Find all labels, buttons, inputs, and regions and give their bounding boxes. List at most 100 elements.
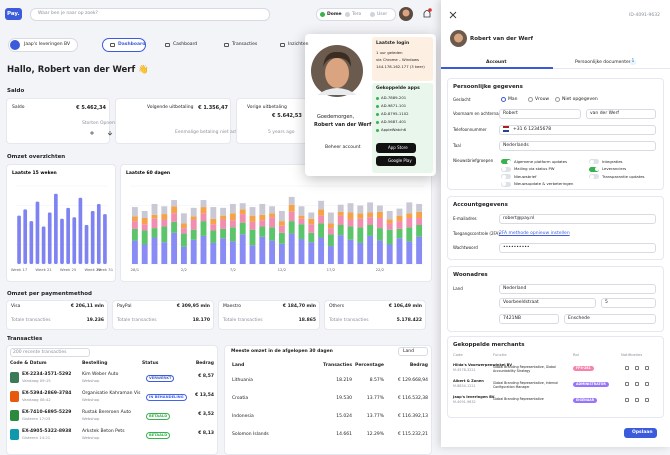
toggle-label: Algemene platform updates [514,158,568,164]
input-box[interactable] [499,125,656,135]
bar-segment [190,216,197,220]
app-item: AppleWatch6 [381,127,407,132]
bar-segment [416,203,423,212]
notification-icon[interactable] [625,398,629,402]
input-box[interactable] [499,314,559,324]
search-box[interactable] [30,8,270,21]
toggle[interactable] [501,181,511,187]
bar-segment [318,200,325,210]
bar-segment [357,213,364,219]
notification-icon[interactable] [635,382,639,386]
input-box[interactable] [601,298,656,308]
bar-segment [298,206,305,216]
nav-tab[interactable]: Dashboard [118,42,146,47]
bar-segment [318,215,325,224]
transactions-search[interactable] [10,348,90,357]
bar-segment [406,213,413,218]
bar-segment [229,203,236,214]
app-item: AD-5687-401 [381,119,407,124]
toggle[interactable] [501,174,511,179]
bar-segment [229,213,236,221]
tx-date: Vandaag 08:42 [22,397,51,402]
close-icon[interactable] [449,11,457,19]
nav-icon [224,43,229,47]
notification-icon[interactable] [645,382,649,386]
toggle[interactable] [589,159,599,164]
company-switch[interactable] [8,38,78,52]
section-title: Persoonlijke gegevens [453,84,523,90]
bar-segment [190,239,197,264]
field-label: Voornaam en achternaam [453,111,505,116]
payment-name: Visa [11,304,21,309]
toggle[interactable] [589,166,599,172]
nav-icon [110,43,115,47]
radio[interactable] [555,97,560,102]
tx-order: Arkstek Beton Pets [82,429,125,434]
twofa-link[interactable]: 2FA methode opnieuw instellen [499,231,570,236]
bar-segment [367,202,374,213]
nav-tab[interactable]: Transacties [232,42,258,47]
column-header: Rol [573,352,579,357]
bar-segment [278,243,285,264]
input-box[interactable] [499,298,596,308]
notification-icon[interactable] [635,366,639,370]
input-box[interactable] [499,109,581,119]
mode-dot [370,12,375,17]
field-label: Nieuwsbriefgroepen [453,158,494,163]
column-header: Bestelling [82,361,108,366]
bar [54,193,58,264]
input-box[interactable] [564,314,656,324]
nav-tab[interactable]: Inzichten [288,42,309,47]
toggle[interactable] [501,159,511,164]
bar-segment [269,227,276,241]
notification-icon[interactable] [645,398,649,402]
section-title: Woonadres [453,272,488,278]
notification-icon[interactable] [635,398,639,402]
manage-account[interactable]: Beheer account [325,145,361,150]
radio[interactable] [528,97,533,102]
radio[interactable] [501,97,506,102]
radio-label: Man [508,97,518,102]
bar-segment [376,228,383,241]
toggle[interactable] [589,174,599,179]
bar [23,209,28,264]
tx-code: EX-7410-6895-5229 [22,410,72,415]
tab[interactable]: Account [486,60,507,65]
payment-name: Maestro [223,304,242,309]
chart-days: Laatste 60 dagen28/12/27/212/217/222/2Vi… [126,170,424,272]
count-label: Totale transacties [117,318,157,323]
tab[interactable]: Persoonlijke documenten [575,60,632,65]
bar-segment [347,203,354,213]
payment-value: € 184,70 mln [282,304,316,309]
toggle[interactable] [501,166,511,172]
input-box[interactable] [499,284,656,294]
bar-segment [406,241,413,264]
filter-select[interactable] [398,347,428,356]
drawer-name: Robert van der Werf [470,36,534,42]
filter-value: Land [403,349,414,354]
bar-segment [386,210,393,220]
bar-segment [210,207,217,219]
save-button[interactable] [624,428,657,438]
field-label: Taal [453,143,461,148]
input-box[interactable] [499,141,656,151]
store-button[interactable] [376,143,416,153]
bell-icon [423,8,432,18]
drawer-avatar [450,30,467,47]
bar [103,214,107,264]
bar-segment [308,242,315,264]
bar-segment [278,210,285,222]
bar-segment [151,214,158,219]
notification-icon[interactable] [625,366,629,370]
bar-segment [249,245,256,264]
input-box[interactable] [499,214,656,224]
country-cell: Solomon Islands [232,432,269,437]
flag-stripe [503,126,509,128]
toggle-knob [594,167,599,171]
notification-icon[interactable] [625,382,629,386]
input-box[interactable] [586,109,656,119]
input-box[interactable] [499,243,656,253]
store-button[interactable] [376,156,416,166]
nav-tab[interactable]: Cashboard [173,42,198,47]
notification-icon[interactable] [645,366,649,370]
